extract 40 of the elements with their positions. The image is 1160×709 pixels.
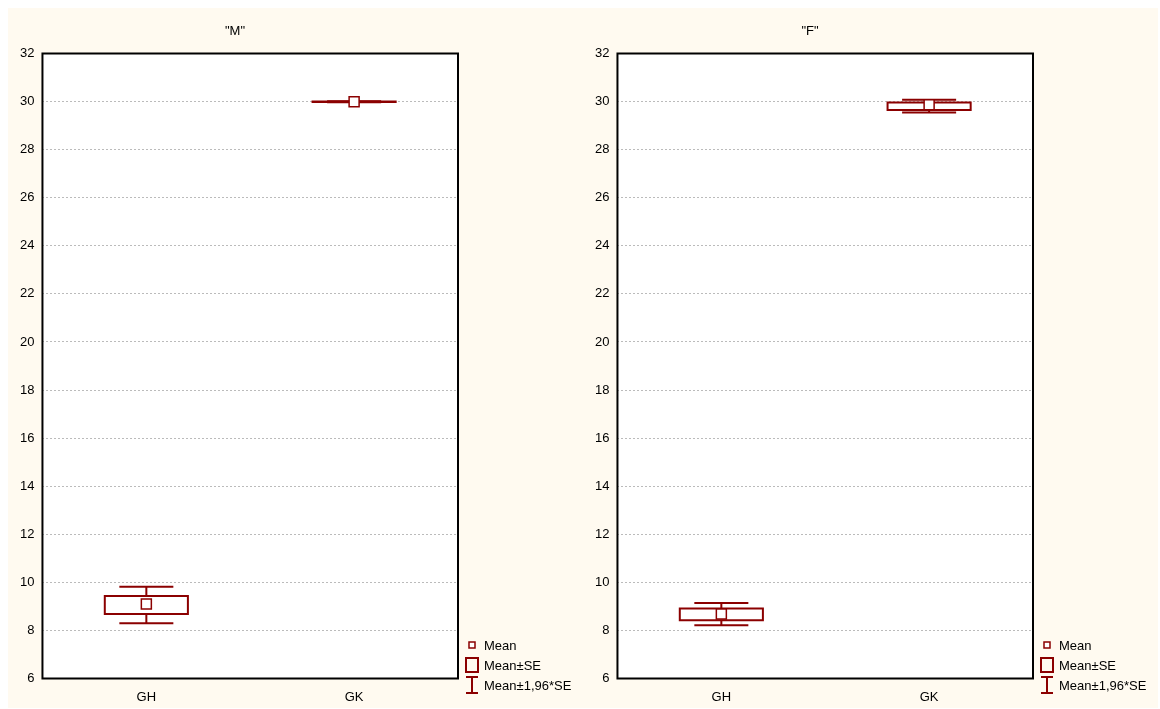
text: Mean±SE: [484, 657, 541, 673]
y-tick-label: 22: [19, 285, 35, 301]
y-tick-label: 26: [19, 189, 35, 205]
y-tick-label: 16: [19, 429, 35, 445]
y-tick-label: 8: [602, 621, 610, 637]
y-tick-label: 10: [594, 573, 610, 589]
y-tick-label: 20: [594, 333, 610, 349]
y-tick-label: 30: [594, 93, 610, 109]
text: Mean±1,96*SE: [484, 677, 572, 693]
y-tick-label: 10: [19, 573, 35, 589]
y-tick-label: 18: [594, 381, 610, 397]
y-tick-label: 18: [19, 381, 35, 397]
y-tick-label: 26: [594, 189, 610, 205]
y-tick-label: 24: [594, 237, 610, 253]
y-tick-label: 14: [19, 477, 35, 493]
y-tick-label: 32: [594, 45, 610, 61]
y-tick-label: 6: [27, 669, 35, 685]
x-tick-label: GK: [919, 688, 939, 704]
y-tick-label: 14: [594, 477, 610, 493]
y-tick-label: 32: [19, 45, 35, 61]
text: Mean: [484, 637, 517, 653]
y-tick-label: 28: [594, 141, 610, 157]
y-tick-label: 22: [594, 285, 610, 301]
y-tick-label: 16: [594, 429, 610, 445]
y-tick-label: 30: [19, 93, 35, 109]
y-tick-label: 12: [19, 525, 35, 541]
chart-title: "F": [801, 23, 819, 39]
x-tick-label: GH: [136, 688, 157, 704]
y-tick-label: 28: [19, 141, 35, 157]
text: Mean±SE: [1059, 657, 1116, 673]
x-tick-label: GK: [344, 688, 364, 704]
y-tick-label: 20: [19, 333, 35, 349]
chart-title: "M": [224, 23, 246, 39]
text: Mean±1,96*SE: [1059, 677, 1147, 693]
text: Mean: [1059, 637, 1092, 653]
y-tick-label: 12: [594, 525, 610, 541]
y-tick-label: 6: [602, 669, 610, 685]
x-tick-label: GH: [711, 688, 732, 704]
y-tick-label: 24: [19, 237, 35, 253]
y-tick-label: 8: [27, 621, 35, 637]
